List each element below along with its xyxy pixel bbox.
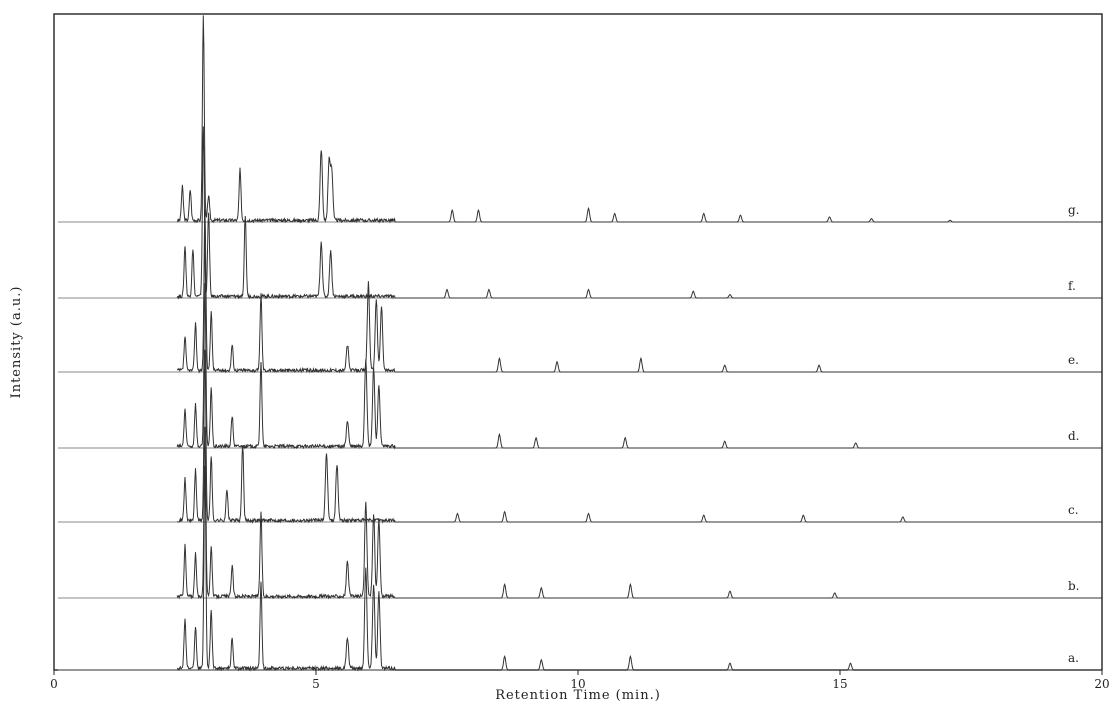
x-axis-ticks: 0 5 10 15 20 xyxy=(50,670,1110,691)
trace-line xyxy=(176,465,1102,672)
plot-frame xyxy=(53,13,1103,671)
trace-1: g. xyxy=(58,15,1102,224)
trace-7: a. xyxy=(58,465,1102,672)
x-tick-label: 0 xyxy=(50,677,58,691)
trace-label: b. xyxy=(1068,579,1080,593)
trace-line xyxy=(176,126,1102,300)
trace-line xyxy=(177,209,1102,374)
trace-label: e. xyxy=(1068,353,1079,367)
trace-4: d. xyxy=(58,283,1102,450)
trace-3: e. xyxy=(58,209,1102,374)
trace-label: a. xyxy=(1068,651,1079,665)
trace-label: d. xyxy=(1068,429,1080,443)
x-axis-label: Retention Time (min.) xyxy=(495,688,661,703)
x-tick-label: 15 xyxy=(832,677,847,691)
trace-line xyxy=(176,283,1102,450)
trace-label: g. xyxy=(1068,203,1080,217)
trace-line xyxy=(176,426,1102,600)
trace-6: b. xyxy=(58,426,1102,600)
trace-label: c. xyxy=(1068,503,1079,517)
trace-2: f. xyxy=(58,126,1102,300)
x-tick-label: 5 xyxy=(312,677,320,691)
x-tick-label: 10 xyxy=(570,677,585,691)
trace-line xyxy=(176,15,1102,224)
chromatogram-traces: g. f. e. d. c. b. a. xyxy=(58,15,1102,672)
trace-label: f. xyxy=(1068,279,1076,293)
trace-5: c. xyxy=(58,349,1102,524)
trace-line xyxy=(177,349,1102,524)
x-tick-label: 20 xyxy=(1094,677,1109,691)
y-axis-label: Intensity (a.u.) xyxy=(9,286,24,399)
